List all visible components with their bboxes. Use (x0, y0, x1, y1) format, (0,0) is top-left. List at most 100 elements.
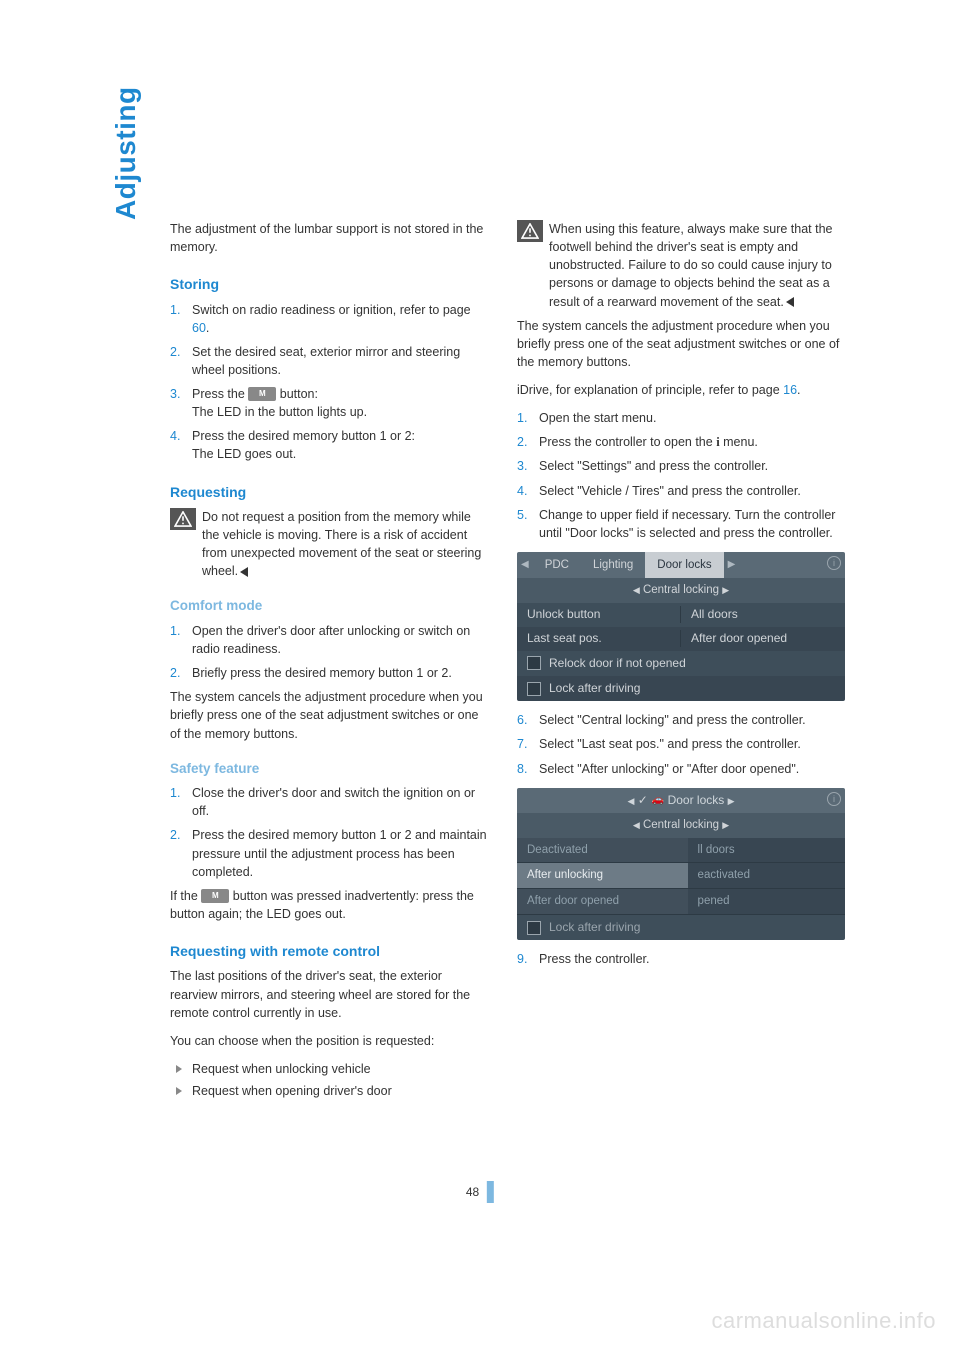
triangle-bullet-icon (176, 1087, 182, 1095)
step-text: Press the controller. (539, 950, 845, 968)
list-item: 4. Press the desired memory button 1 or … (170, 427, 489, 463)
text-fragment: Switch on radio readiness or ignition, r… (192, 303, 471, 317)
step-number: 1. (170, 784, 192, 820)
ss2-right-pane: ll doors eactivated pened (688, 838, 845, 915)
remote-text-2: You can choose when the position is requ… (170, 1032, 489, 1050)
text-fragment: menu. (720, 435, 758, 449)
list-item: 2. Briefly press the desired memory butt… (170, 664, 489, 682)
page-link[interactable]: 60 (192, 321, 206, 335)
text-fragment: Press the (192, 387, 248, 401)
list-item: 9.Press the controller. (517, 950, 845, 968)
watermark: carmanualsonline.info (711, 1308, 936, 1334)
side-section-title: Adjusting (110, 86, 142, 220)
list-item: 7.Select "Last seat pos." and press the … (517, 735, 845, 753)
step-number: 2. (170, 343, 192, 379)
ss-tab-pdc: PDC (533, 552, 581, 578)
ss2-option-selected: After unlocking (517, 863, 688, 889)
text-fragment: Central locking (643, 819, 719, 831)
ss2-option: pened (688, 889, 845, 915)
step-number: 2. (517, 433, 539, 451)
idrive-screenshot-door-locks: ◀ PDC Lighting Door locks ▶ i ◀ Central … (517, 552, 845, 701)
list-item: 1. Close the driver's door and switch th… (170, 784, 489, 820)
storing-list: 1. Switch on radio readiness or ignition… (170, 301, 489, 464)
bullet-text: Request when opening driver's door (192, 1082, 392, 1100)
left-arrow-icon: ◀ (517, 558, 533, 573)
check-icon: ✓ (638, 793, 648, 807)
cancel-note: The system cancels the adjustment proced… (517, 317, 845, 371)
page-number-bar (487, 1181, 494, 1203)
warning-block: When using this feature, always make sur… (517, 220, 845, 311)
list-item: 4.Select "Vehicle / Tires" and press the… (517, 482, 845, 500)
step-text: Select "After unlocking" or "After door … (539, 760, 845, 778)
warning-icon (170, 508, 196, 530)
step-number: 2. (170, 826, 192, 880)
step-text: Close the driver's door and switch the i… (192, 784, 489, 820)
end-marker-icon (786, 297, 794, 307)
step-number: 3. (517, 457, 539, 475)
list-item: 3.Select "Settings" and press the contro… (517, 457, 845, 475)
column-left: The adjustment of the lumbar support is … (170, 220, 489, 1104)
text-fragment: When using this feature, always make sur… (549, 222, 832, 309)
step-number: 1. (517, 409, 539, 427)
idrive-steps-2: 6.Select "Central locking" and press the… (517, 711, 845, 777)
step-number: 1. (170, 301, 192, 337)
ss-subtitle: ◀ Central locking ▶ (517, 813, 845, 838)
ss2-left-pane: Deactivated After unlocking After door o… (517, 838, 688, 915)
list-item: Request when opening driver's door (176, 1082, 489, 1100)
step-number: 8. (517, 760, 539, 778)
text-fragment: . (206, 321, 209, 335)
ss-row: Last seat pos. After door opened (517, 627, 845, 651)
ss-cell: Last seat pos. (517, 630, 681, 647)
ss-check-row: Lock after driving (517, 676, 845, 701)
ss-check-label: Lock after driving (549, 920, 640, 934)
text-fragment: Door locks (668, 793, 725, 807)
step-text: Press the controller to open the i menu. (539, 433, 845, 451)
ss2-option: After door opened (517, 889, 688, 915)
ss-subtitle: ◀ Central locking ▶ (517, 578, 845, 603)
m-button-icon: M (248, 387, 276, 401)
warning-block: Do not request a position from the memor… (170, 508, 489, 581)
text-fragment: iDrive, for explanation of principle, re… (517, 383, 783, 397)
warning-text: When using this feature, always make sur… (549, 220, 845, 311)
heading-requesting: Requesting (170, 482, 489, 502)
safety-note: If the M button was pressed inadvertentl… (170, 887, 489, 923)
step-text: Change to upper field if necessary. Turn… (539, 506, 845, 542)
idrive-steps-1: 1.Open the start menu. 2.Press the contr… (517, 409, 845, 542)
step-text: Open the start menu. (539, 409, 845, 427)
list-item: 2.Press the controller to open the i men… (517, 433, 845, 451)
comfort-note: The system cancels the adjustment proced… (170, 688, 489, 742)
list-item: Request when unlocking vehicle (176, 1060, 489, 1078)
page-number: 48 (466, 1181, 494, 1203)
step-text: Briefly press the desired memory button … (192, 664, 489, 682)
step-number: 7. (517, 735, 539, 753)
content-columns: The adjustment of the lumbar support is … (170, 220, 845, 1104)
ss-check-label: Lock after driving (549, 681, 640, 695)
right-arrow-icon: ▶ (724, 558, 740, 573)
step-text: Set the desired seat, exterior mirror an… (192, 343, 489, 379)
heading-safety-feature: Safety feature (170, 759, 489, 779)
list-item: 1. Open the driver's door after unlockin… (170, 622, 489, 658)
step-number: 2. (170, 664, 192, 682)
heading-storing: Storing (170, 274, 489, 294)
page-link[interactable]: 16 (783, 383, 797, 397)
step-number: 1. (170, 622, 192, 658)
step-number: 5. (517, 506, 539, 542)
ss-tab-bar: ◀ PDC Lighting Door locks ▶ (517, 552, 845, 578)
ss2-option: Deactivated (517, 838, 688, 864)
ss2-bottom-row: Lock after driving (517, 915, 845, 940)
text-fragment: . (797, 383, 800, 397)
comfort-list: 1. Open the driver's door after unlockin… (170, 622, 489, 682)
ss2-option: ll doors (688, 838, 845, 864)
step-text: Switch on radio readiness or ignition, r… (192, 301, 489, 337)
list-item: 1. Switch on radio readiness or ignition… (170, 301, 489, 337)
step-text: Select "Central locking" and press the c… (539, 711, 845, 729)
list-item: 2. Set the desired seat, exterior mirror… (170, 343, 489, 379)
ss2-option: eactivated (688, 863, 845, 889)
warning-text: Do not request a position from the memor… (202, 508, 489, 581)
step-number: 4. (517, 482, 539, 500)
step-text: Select "Last seat pos." and press the co… (539, 735, 845, 753)
idrive-screenshot-central-locking: ◀ ✓🚗 Door locks ▶ i ◀ Central locking ▶ … (517, 788, 845, 940)
list-item: 6.Select "Central locking" and press the… (517, 711, 845, 729)
checkbox-icon (527, 682, 541, 696)
ss-tab-door-locks: Door locks (645, 552, 723, 578)
